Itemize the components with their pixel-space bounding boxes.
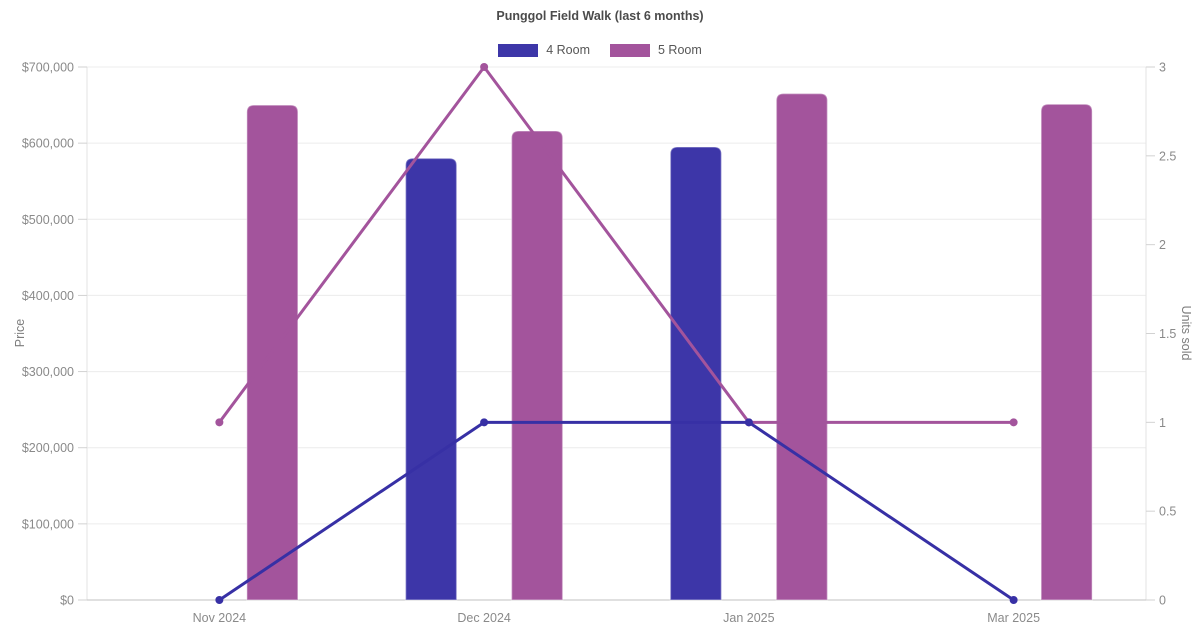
point-5-room-nov-2024[interactable] [215, 418, 224, 427]
bar-5-room-dec-2024[interactable] [510, 130, 564, 601]
chart-title: Punggol Field Walk (last 6 months) [496, 9, 704, 23]
x-tick-label-nov-2024: Nov 2024 [193, 611, 247, 625]
price-tick-label: $0 [60, 594, 74, 608]
price-tick-label: $600,000 [22, 137, 74, 151]
point-4-room-jan-2025[interactable] [744, 418, 753, 427]
price-tick-label: $400,000 [22, 289, 74, 303]
legend-item-4-room[interactable]: 4 Room [498, 43, 590, 57]
x-tick-label-jan-2025: Jan 2025 [723, 611, 774, 625]
line-4-room [217, 420, 1016, 602]
units-tick-label: 0 [1159, 594, 1166, 608]
units-tick-label: 2.5 [1159, 149, 1176, 163]
bar-5-room-jan-2025[interactable] [775, 92, 829, 601]
price-tick-label: $200,000 [22, 441, 74, 455]
bar-4-room-dec-2024[interactable] [404, 157, 458, 601]
point-4-room-dec-2024[interactable] [480, 418, 489, 427]
bar-5-room-mar-2025[interactable] [1040, 103, 1093, 601]
price-tick-label: $700,000 [22, 61, 74, 75]
chart-legend: 4 Room 5 Room [0, 43, 1200, 57]
x-tick-label-dec-2024: Dec 2024 [457, 611, 511, 625]
point-4-room-mar-2025[interactable] [1009, 596, 1018, 604]
price-tick-label: $500,000 [22, 213, 74, 227]
legend-swatch-5-room-icon [610, 43, 650, 57]
price-tick-label: $300,000 [22, 365, 74, 379]
legend-label-5-room: 5 Room [658, 43, 702, 57]
point-4-room-nov-2024[interactable] [215, 596, 224, 604]
x-tick-label-mar-2025: Mar 2025 [987, 611, 1040, 625]
line-5-room [217, 65, 1016, 424]
units-tick-label: 2 [1159, 238, 1166, 252]
legend-item-5-room[interactable]: 5 Room [610, 43, 702, 57]
units-tick-label: 0.5 [1159, 505, 1176, 519]
legend-label-4-room: 4 Room [546, 43, 590, 57]
units-tick-label: 1 [1159, 416, 1166, 430]
units-tick-label: 3 [1159, 61, 1166, 75]
legend-swatch-4-room-icon [498, 43, 539, 57]
point-5-room-dec-2024[interactable] [480, 63, 489, 71]
point-5-room-mar-2025[interactable] [1009, 418, 1018, 427]
units-tick-label: 1.5 [1159, 327, 1176, 341]
bar-4-room-jan-2025[interactable] [669, 146, 723, 601]
price-tick-label: $100,000 [22, 517, 74, 531]
